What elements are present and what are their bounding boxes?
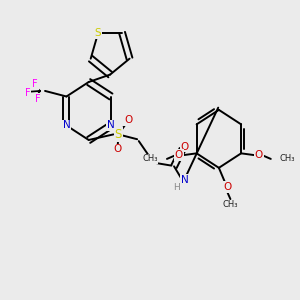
Text: N: N bbox=[181, 175, 189, 185]
Text: F: F bbox=[25, 88, 31, 98]
Text: O: O bbox=[124, 115, 132, 125]
Text: O: O bbox=[181, 142, 189, 152]
Text: O: O bbox=[255, 150, 263, 160]
Text: F: F bbox=[32, 79, 38, 89]
Text: O: O bbox=[223, 182, 231, 192]
Text: S: S bbox=[95, 28, 101, 38]
Text: N: N bbox=[107, 121, 115, 130]
Text: H: H bbox=[173, 183, 180, 192]
Text: CH₃: CH₃ bbox=[223, 200, 238, 209]
Text: O: O bbox=[114, 144, 122, 154]
Text: CH₃: CH₃ bbox=[279, 154, 295, 164]
Text: CH₃: CH₃ bbox=[142, 154, 158, 164]
Text: S: S bbox=[115, 128, 122, 141]
Text: O: O bbox=[175, 150, 183, 160]
Text: N: N bbox=[63, 121, 70, 130]
Text: F: F bbox=[35, 94, 40, 104]
